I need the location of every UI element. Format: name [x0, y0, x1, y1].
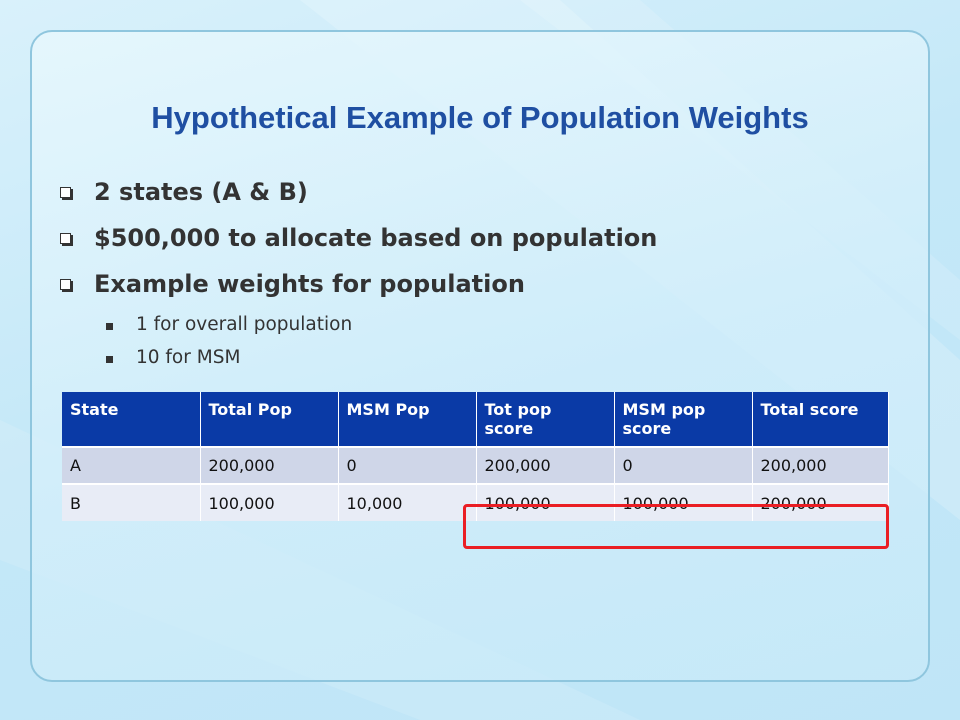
bullet-text: Example weights for population [94, 270, 525, 298]
bullet-text: $500,000 to allocate based on population [94, 224, 658, 252]
table-row: B 100,000 10,000 100,000 100,000 200,000 [62, 483, 889, 521]
table-row: A 200,000 0 200,000 0 200,000 [62, 446, 889, 484]
table-cell: 200,000 [476, 446, 615, 484]
table-cell: A [62, 446, 201, 484]
square-bullet-icon [106, 356, 113, 363]
table-cell: 0 [338, 446, 477, 484]
population-table: State Total Pop MSM Pop Tot pop score MS… [62, 392, 889, 521]
bullet-item: Example weights for population [60, 268, 525, 314]
slide-title: Hypothetical Example of Population Weigh… [151, 100, 809, 135]
header-state: State [62, 392, 201, 447]
table-cell: 0 [614, 446, 753, 484]
bullet-text: 2 states (A & B) [94, 178, 308, 206]
bullet-item: $500,000 to allocate based on population [60, 222, 657, 268]
checkbox-bullet-icon [60, 187, 71, 198]
header-msm-pop-score: MSM pop score [614, 392, 753, 447]
table-cell: B [62, 483, 201, 521]
bullet-item: 2 states (A & B) [60, 176, 308, 222]
table-cell: 200,000 [200, 446, 339, 484]
slide-frame [30, 30, 930, 682]
table-header-row: State Total Pop MSM Pop Tot pop score MS… [62, 392, 889, 447]
sub-bullet-text: 10 for MSM [136, 347, 241, 368]
checkbox-bullet-icon [60, 233, 71, 244]
table-cell: 100,000 [200, 483, 339, 521]
header-tot-pop-score: Tot pop score [476, 392, 615, 447]
table-cell: 10,000 [338, 483, 477, 521]
table-cell: 100,000 [614, 483, 753, 521]
header-total-score: Total score [752, 392, 889, 447]
checkbox-bullet-icon [60, 279, 71, 290]
table-cell: 200,000 [752, 483, 889, 521]
square-bullet-icon [106, 323, 113, 330]
header-total-pop: Total Pop [200, 392, 339, 447]
sub-bullet-text: 1 for overall population [136, 314, 353, 335]
table-cell: 100,000 [476, 483, 615, 521]
table-cell: 200,000 [752, 446, 889, 484]
bullet-list: 2 states (A & B) $500,000 to allocate ba… [60, 176, 657, 380]
header-msm-pop: MSM Pop [338, 392, 477, 447]
highlight-box [463, 504, 889, 549]
